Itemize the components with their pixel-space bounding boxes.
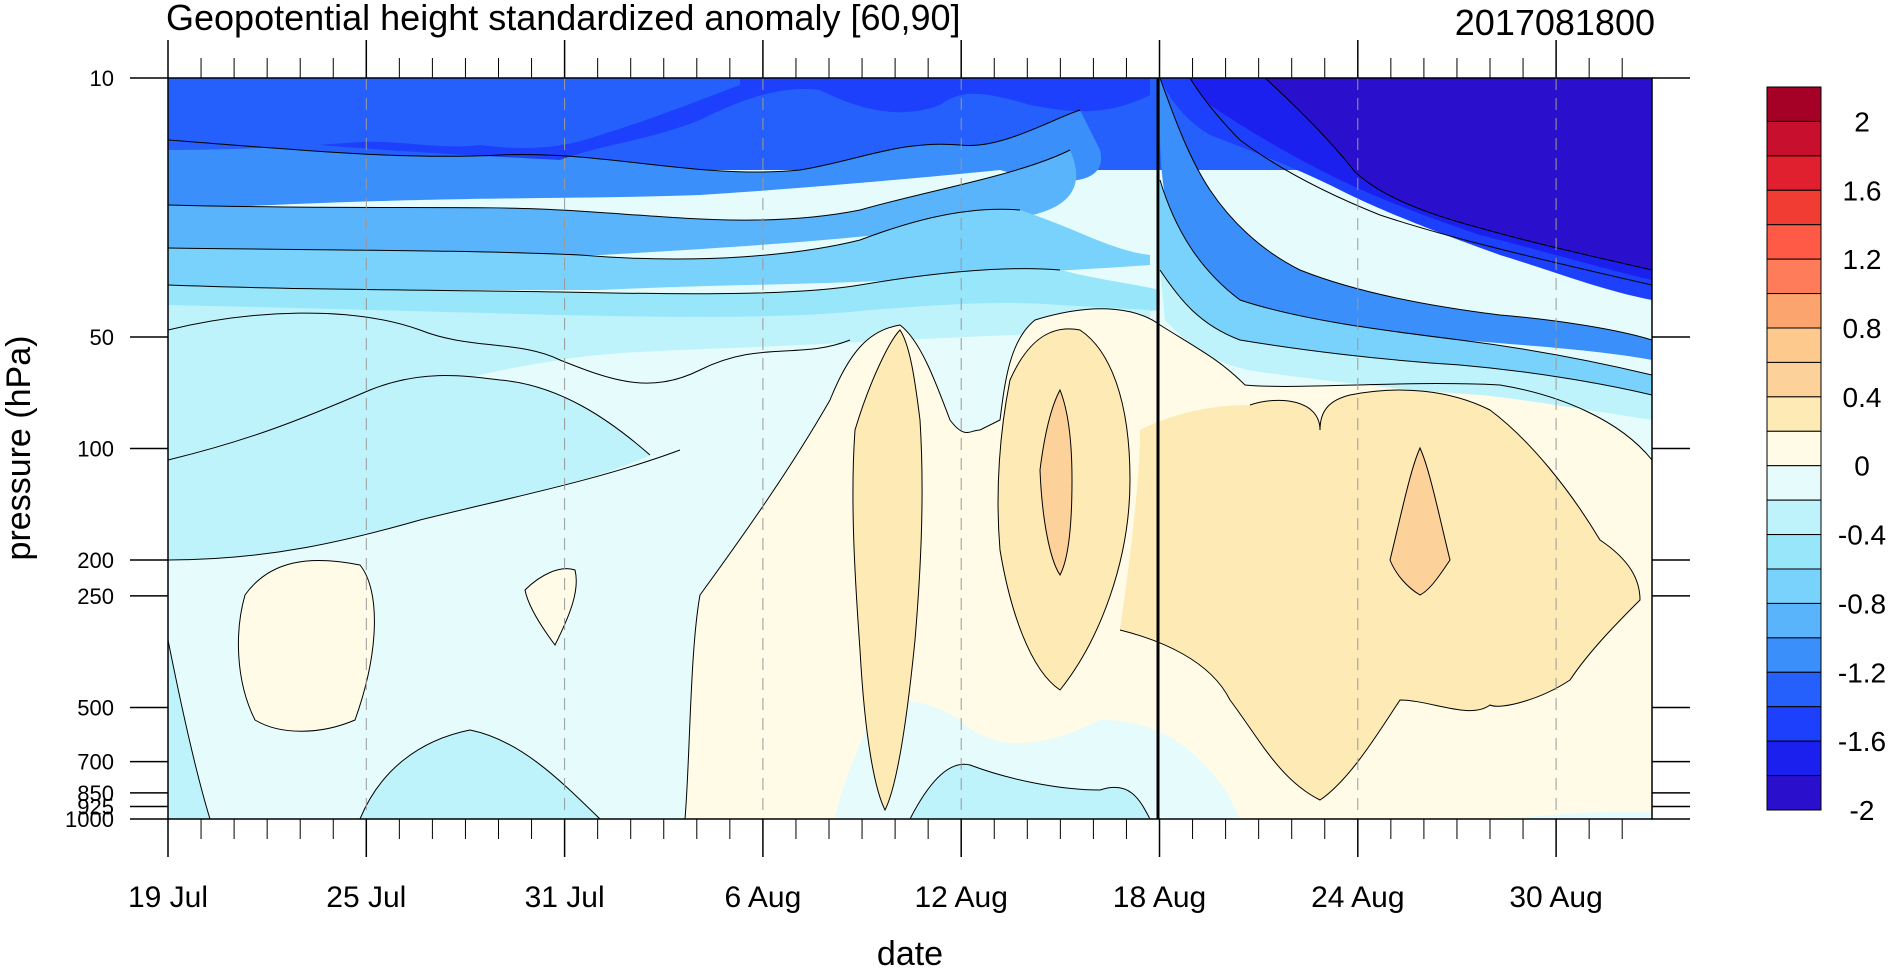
- x-tick-label: 24 Aug: [1311, 881, 1404, 914]
- y-tick-label: 50: [90, 325, 114, 350]
- colorbar-swatch: [1766, 430, 1822, 467]
- chart-date-stamp: 2017081800: [1455, 2, 1655, 43]
- colorbar-swatch: [1766, 86, 1822, 122]
- colorbar-label: -2: [1850, 795, 1875, 826]
- colorbar-swatch: [1766, 327, 1822, 363]
- colorbar-swatch: [1766, 396, 1822, 432]
- colorbar-label: -0.4: [1838, 520, 1886, 551]
- colorbar-swatch: [1766, 224, 1822, 260]
- colorbar-swatch: [1766, 120, 1822, 157]
- y-tick-label: 1000: [65, 807, 114, 832]
- colorbar-label: 2: [1854, 106, 1870, 137]
- colorbar-swatch: [1766, 465, 1822, 501]
- x-tick-label: 31 Jul: [525, 881, 605, 914]
- x-tick-label: 6 Aug: [725, 881, 802, 914]
- y-tick-label: 500: [77, 695, 114, 720]
- colorbar-label: 0: [1854, 451, 1870, 482]
- colorbar-swatch: [1766, 602, 1822, 639]
- contour-field: [168, 78, 1652, 819]
- x-axis-title: date: [877, 935, 943, 969]
- x-tick-label: 18 Aug: [1113, 881, 1206, 914]
- colorbar-swatch: [1766, 568, 1822, 604]
- colorbar-label: -0.8: [1838, 588, 1886, 619]
- colorbar-label: 1.2: [1843, 244, 1882, 275]
- colorbar-swatch: [1766, 740, 1822, 777]
- colorbar-swatch: [1766, 258, 1822, 295]
- x-tick-label: 30 Aug: [1509, 881, 1602, 914]
- colorbar-swatch: [1766, 189, 1822, 226]
- colorbar-swatch: [1766, 671, 1822, 708]
- colorbar: 2 1.6 1.2 0.8 0.4 0 -0.4 -0.8 -1.2 -1.6 -2: [1766, 86, 1886, 826]
- x-tick-label: 19 Jul: [128, 881, 208, 914]
- y-tick-label: 700: [77, 750, 114, 775]
- colorbar-label: 0.4: [1843, 382, 1882, 413]
- y-tick-label: 10: [90, 66, 114, 91]
- colorbar-swatch: [1766, 775, 1822, 811]
- colorbar-label: 0.8: [1843, 313, 1882, 344]
- colorbar-swatch: [1766, 706, 1822, 742]
- y-tick-label: 100: [77, 437, 114, 462]
- y-tick-label: 250: [77, 584, 114, 609]
- colorbar-swatch: [1766, 534, 1822, 570]
- x-tick-label: 25 Jul: [326, 881, 406, 914]
- colorbar-label: 1.6: [1843, 175, 1882, 206]
- x-tick-label: 12 Aug: [914, 881, 1007, 914]
- contour-lines: [168, 78, 1652, 819]
- chart-title: Geopotential height standardized anomaly…: [166, 0, 961, 38]
- colorbar-label: -1.6: [1838, 726, 1886, 757]
- colorbar-swatch: [1766, 293, 1822, 329]
- y-axis-title: pressure (hPa): [0, 336, 38, 561]
- colorbar-swatch: [1766, 499, 1822, 536]
- x-gridlines: [365, 78, 1557, 819]
- colorbar-swatch: [1766, 361, 1822, 398]
- colorbar-swatch: [1766, 637, 1822, 673]
- y-tick-label: 850: [77, 781, 114, 806]
- colorbar-label: -1.2: [1838, 657, 1886, 688]
- y-tick-label: 200: [77, 548, 114, 573]
- y-tick-label: 925: [77, 794, 114, 819]
- colorbar-swatch: [1766, 155, 1822, 191]
- x-axis: 19 Jul 25 Jul 31 Jul 6 Aug 12 Aug 18 Aug 24 Au…: [128, 40, 1623, 914]
